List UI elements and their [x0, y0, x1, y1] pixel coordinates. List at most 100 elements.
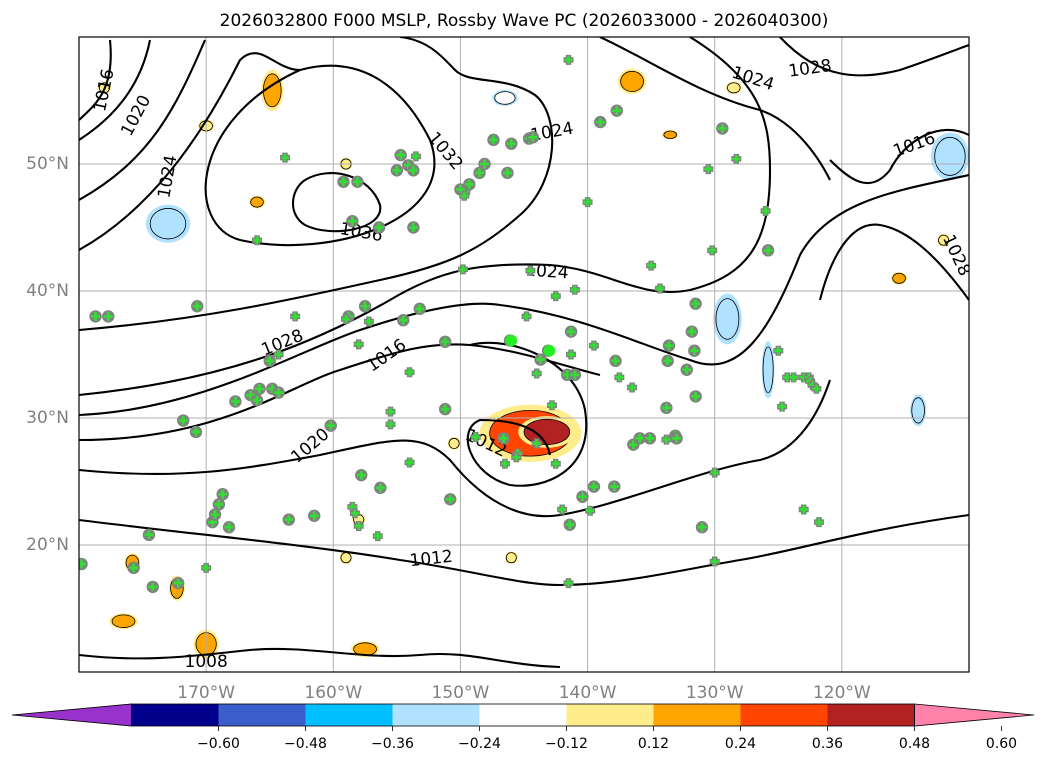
pc-anomaly-patch-1	[523, 418, 571, 446]
longitude-tick-label: 130°W	[686, 683, 744, 703]
station-cross	[214, 499, 224, 509]
colorbar-segment	[479, 704, 567, 726]
station-cross	[566, 327, 576, 337]
colorbar-segment	[827, 704, 915, 726]
longitude-tick-label: 120°W	[813, 683, 871, 703]
station-cross-marker	[547, 401, 556, 410]
station-cross	[645, 433, 655, 443]
latitude-tick-label: 50°N	[26, 154, 69, 174]
station-cross	[577, 492, 587, 502]
station-cross-marker	[583, 198, 592, 207]
isobar-label: 1012	[409, 547, 454, 571]
colorbar-segment	[740, 704, 828, 726]
station-cross	[309, 511, 319, 521]
pc-anomaly-patch-4	[762, 346, 774, 394]
pc-anomaly-patch-25	[892, 272, 906, 284]
station-cross-marker	[386, 407, 395, 416]
colorbar-tick-label: 0.24	[725, 736, 756, 752]
isobar-label: 1008	[185, 652, 228, 672]
isobar-1036-inner	[291, 172, 382, 233]
longitude-tick-label: 160°W	[304, 683, 362, 703]
station-cross	[570, 370, 580, 380]
station-cross	[763, 245, 773, 255]
isobar-1032-inner	[204, 64, 436, 247]
station-cross-marker	[662, 435, 671, 444]
station-cross-marker	[373, 532, 382, 541]
station-cross	[480, 159, 490, 169]
station-cross	[689, 346, 699, 356]
station-cross-marker	[342, 314, 350, 323]
colorbar-segment	[566, 704, 654, 726]
station-cross-marker	[405, 368, 414, 377]
station-cross-marker	[551, 459, 560, 468]
station-cross-marker	[350, 509, 359, 518]
longitude-tick-labels: 170°W 160°W 150°W 140°W 130°W 120°W	[177, 683, 871, 703]
station-cross	[79, 559, 87, 569]
map-frame	[78, 36, 970, 673]
station-cross-marker	[500, 459, 509, 468]
longitude-tick-label: 170°W	[177, 683, 235, 703]
latitude-tick-label: 40°N	[26, 281, 69, 301]
colorbar-extend-low	[11, 703, 132, 727]
pc-anomaly-patch-26	[938, 234, 950, 246]
longitude-tick-label: 140°W	[559, 683, 617, 703]
station-cross-marker	[526, 266, 535, 275]
station-cross	[455, 184, 465, 194]
station-cross	[628, 440, 638, 450]
station-cross-marker	[202, 563, 211, 572]
colorbar-segment	[305, 704, 393, 726]
station-cross	[611, 356, 621, 366]
station-cross	[178, 416, 188, 426]
latitude-tick-labels: 20°N 30°N 40°N 50°N	[26, 154, 69, 555]
colorbar-tick-label: 0.12	[638, 736, 669, 752]
station-cross-marker	[761, 206, 770, 215]
observation-stations	[79, 54, 824, 594]
pc-anomaly-patch-3	[715, 298, 740, 340]
colorbar-tick-label: −0.24	[458, 736, 501, 752]
station-cross-marker	[532, 439, 541, 448]
isobar-1016-west	[79, 39, 112, 121]
highlight-station-marker	[505, 334, 518, 347]
colorbar-outline	[131, 703, 915, 727]
colorbar-tick-label: −0.60	[197, 736, 240, 752]
station-cross	[464, 179, 474, 189]
station-cross-marker	[812, 384, 821, 393]
station-cross	[502, 168, 512, 178]
station-cross	[589, 482, 599, 492]
station-cross	[255, 384, 265, 394]
station-cross	[356, 470, 366, 480]
colorbar-tick-label: 0.36	[812, 736, 843, 752]
station-cross-marker	[532, 369, 541, 378]
station-cross-marker	[512, 453, 521, 462]
station-cross	[612, 106, 622, 116]
station-cross	[672, 433, 682, 443]
isobar-1020-low	[79, 343, 601, 442]
isobar-1012-low-ring	[466, 341, 588, 487]
station-cross	[284, 515, 294, 525]
station-cross	[609, 482, 619, 492]
pc-anomaly-patch-11	[250, 196, 264, 208]
colorbar-tick-label: −0.12	[545, 736, 588, 752]
station-cross-marker	[291, 312, 300, 321]
latitude-tick-label: 20°N	[26, 535, 69, 555]
station-cross-marker	[405, 458, 414, 467]
pc-anomaly-patch-14	[727, 82, 741, 94]
pc-anomaly-patch-19	[111, 614, 136, 628]
pc-anomaly-patch-23	[505, 552, 517, 564]
station-cross	[338, 177, 348, 187]
pc-anomaly-patch-13	[620, 70, 644, 93]
mslp-isobars	[79, 37, 969, 669]
station-cross	[595, 117, 605, 127]
station-cross	[148, 582, 158, 592]
station-cross	[375, 483, 385, 493]
station-cross-marker	[799, 505, 808, 514]
station-cross	[326, 421, 336, 431]
station-cross-marker	[280, 153, 289, 162]
station-cross-marker	[558, 505, 567, 514]
station-cross-marker	[704, 165, 713, 174]
station-cross-marker	[708, 246, 717, 255]
station-cross	[265, 356, 275, 366]
isobar-1028-west	[79, 52, 301, 251]
isobar-1012-south	[79, 379, 831, 518]
